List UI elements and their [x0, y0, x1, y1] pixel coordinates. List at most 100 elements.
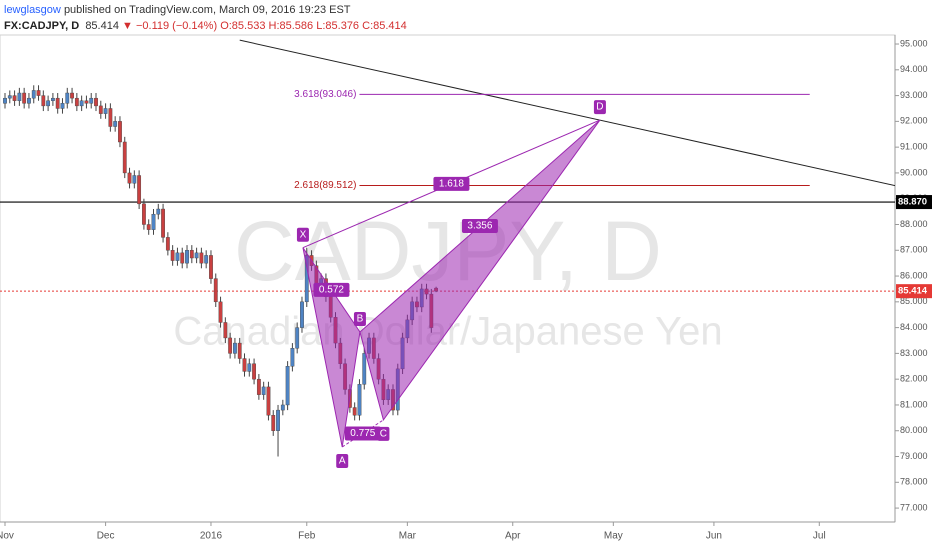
fib-label: 2.618(89.512) — [294, 180, 356, 191]
candle-body — [55, 97, 60, 109]
published-text: published on TradingView.com, March 09, … — [63, 4, 351, 16]
x-tick-label: Dec — [97, 531, 115, 542]
x-tick-label: May — [604, 531, 623, 542]
point-label: B — [357, 314, 364, 325]
symbol: FX:CADJPY, D — [4, 20, 80, 32]
y-tick-label: 86.000 — [900, 270, 928, 280]
ratio-box — [344, 426, 381, 441]
candle-body — [276, 409, 280, 431]
candle-body — [185, 250, 189, 264]
candle-body — [295, 327, 300, 349]
candle-body — [137, 175, 142, 205]
candle-body — [41, 95, 46, 107]
candle-body — [228, 337, 233, 354]
x-tick-label: Jun — [706, 531, 722, 542]
candle-body — [247, 363, 252, 372]
candle-body — [65, 92, 70, 104]
y-tick-label: 91.000 — [900, 142, 928, 152]
y-tick-label: 83.000 — [900, 348, 928, 358]
candle-body — [98, 105, 103, 114]
candle-body — [103, 108, 108, 114]
candle-body — [280, 404, 285, 411]
candle-body — [242, 358, 247, 372]
last-price: 85.414 — [85, 20, 119, 32]
candle-body — [261, 386, 266, 395]
candle-body — [175, 252, 180, 261]
candle-body — [199, 252, 204, 264]
candle-body — [156, 208, 161, 215]
candle-body — [194, 252, 199, 259]
trendline — [239, 39, 895, 187]
point-box — [377, 426, 390, 441]
y-tick-label: 78.000 — [900, 477, 928, 487]
publish-line: lewglasgow published on TradingView.com,… — [4, 2, 407, 18]
candle-body — [46, 100, 51, 107]
y-tick-label: 81.000 — [900, 399, 928, 409]
candle-body — [36, 90, 41, 96]
price-label: 88.870 — [898, 197, 927, 208]
candle-body — [204, 255, 209, 264]
candle-body — [70, 92, 74, 99]
candle-body — [132, 175, 137, 184]
y-tick-label: 85.000 — [900, 296, 928, 306]
y-tick-label: 77.000 — [900, 502, 928, 512]
candle-body — [12, 95, 17, 101]
point-box — [296, 227, 309, 242]
candle-body — [161, 208, 165, 238]
candle-body — [209, 255, 213, 279]
y-tick-label: 92.000 — [900, 116, 928, 126]
x-tick-label: 2016 — [200, 531, 223, 542]
fib-label: 3.618(93.046) — [294, 89, 356, 100]
x-tick-label: Jul — [813, 531, 826, 542]
price-label: 85.414 — [898, 286, 928, 297]
candle-body — [170, 250, 175, 261]
y-tick-label: 88.000 — [900, 219, 928, 229]
candle-body — [31, 90, 36, 99]
header: lewglasgow published on TradingView.com,… — [4, 2, 407, 34]
candle-body — [74, 97, 79, 107]
candle-body — [118, 121, 122, 143]
low-value: L:85.376 — [316, 20, 360, 32]
y-tick-label: 95.000 — [900, 38, 928, 48]
candle-body — [165, 237, 170, 251]
x-tick-label: Apr — [505, 531, 521, 542]
candle-body — [84, 100, 89, 104]
candle-body — [213, 278, 218, 303]
candle-body — [290, 348, 295, 367]
change: −0.119 (−0.14%) — [135, 20, 218, 32]
candle-body — [94, 97, 98, 107]
candle-body — [79, 100, 84, 107]
candle-body — [285, 366, 290, 406]
high-value: H:85.586 — [268, 20, 314, 32]
point-box — [593, 100, 606, 115]
candle-body — [113, 121, 118, 127]
y-tick-label: 80.000 — [900, 425, 928, 435]
change-arrow: ▼ — [122, 20, 133, 32]
ratio-box — [313, 282, 350, 297]
candle-body — [233, 342, 237, 354]
ratio-label: 3.356 — [467, 221, 492, 232]
close-value: C:85.414 — [362, 20, 407, 32]
price-label-box — [896, 195, 932, 210]
candle-body — [352, 407, 357, 416]
y-tick-label: 82.000 — [900, 374, 928, 384]
ratio-label: 0.775 — [350, 428, 375, 439]
candle-body — [266, 386, 271, 416]
candle-body — [256, 378, 261, 395]
author-link[interactable]: lewglasgow — [4, 4, 61, 16]
y-tick-label: 93.000 — [900, 90, 928, 100]
candle-body — [127, 172, 132, 184]
candle-body — [151, 213, 156, 230]
y-tick-label: 90.000 — [900, 167, 928, 177]
y-tick-label: 94.000 — [900, 64, 928, 74]
candle-body — [7, 95, 12, 99]
candle-body — [223, 322, 228, 339]
point-label: A — [339, 456, 346, 467]
candle-body — [252, 363, 256, 380]
x-tick-label: Mar — [399, 531, 417, 542]
y-tick-label: 79.000 — [900, 451, 928, 461]
y-tick-label: 84.000 — [900, 322, 928, 332]
